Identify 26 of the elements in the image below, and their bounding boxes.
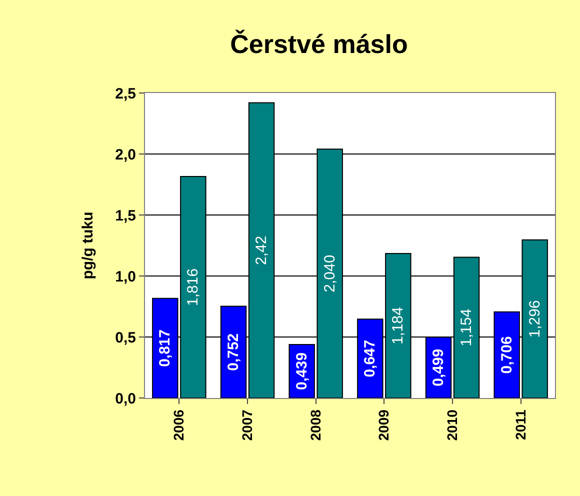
y-tick-label: 0,0 — [115, 390, 136, 408]
data-label: 0,817 — [156, 329, 174, 367]
y-tick-label: 1,0 — [115, 268, 136, 286]
data-label: 0,499 — [430, 348, 447, 386]
data-label: 0,439 — [293, 352, 310, 390]
data-label: 0,706 — [498, 336, 516, 374]
x-tick-label: 2006 — [170, 409, 187, 441]
x-tick-label: 2008 — [307, 409, 324, 441]
x-tick-label: 2007 — [239, 409, 256, 441]
data-label: 1,154 — [458, 308, 476, 346]
y-tick-label: 0,5 — [115, 329, 136, 346]
y-axis-title: pg/g tuku — [79, 212, 96, 280]
data-label: 0,752 — [224, 333, 242, 371]
chart-title: Čerstvé máslo — [230, 28, 408, 59]
x-tick-label: 2009 — [376, 409, 392, 441]
x-tick-label: 2010 — [444, 409, 460, 441]
data-label: 2,040 — [321, 254, 338, 292]
data-label: 1,184 — [390, 307, 407, 345]
y-tick-label: 2,0 — [115, 146, 136, 164]
data-label: 0,647 — [362, 340, 379, 378]
y-tick-label: 2,5 — [115, 85, 136, 102]
data-label: 1,296 — [526, 300, 544, 338]
y-tick-label: 1,5 — [115, 207, 136, 224]
x-tick-label: 2011 — [512, 409, 528, 440]
data-label: 1,816 — [184, 268, 202, 306]
data-label: 2,42 — [253, 236, 270, 265]
